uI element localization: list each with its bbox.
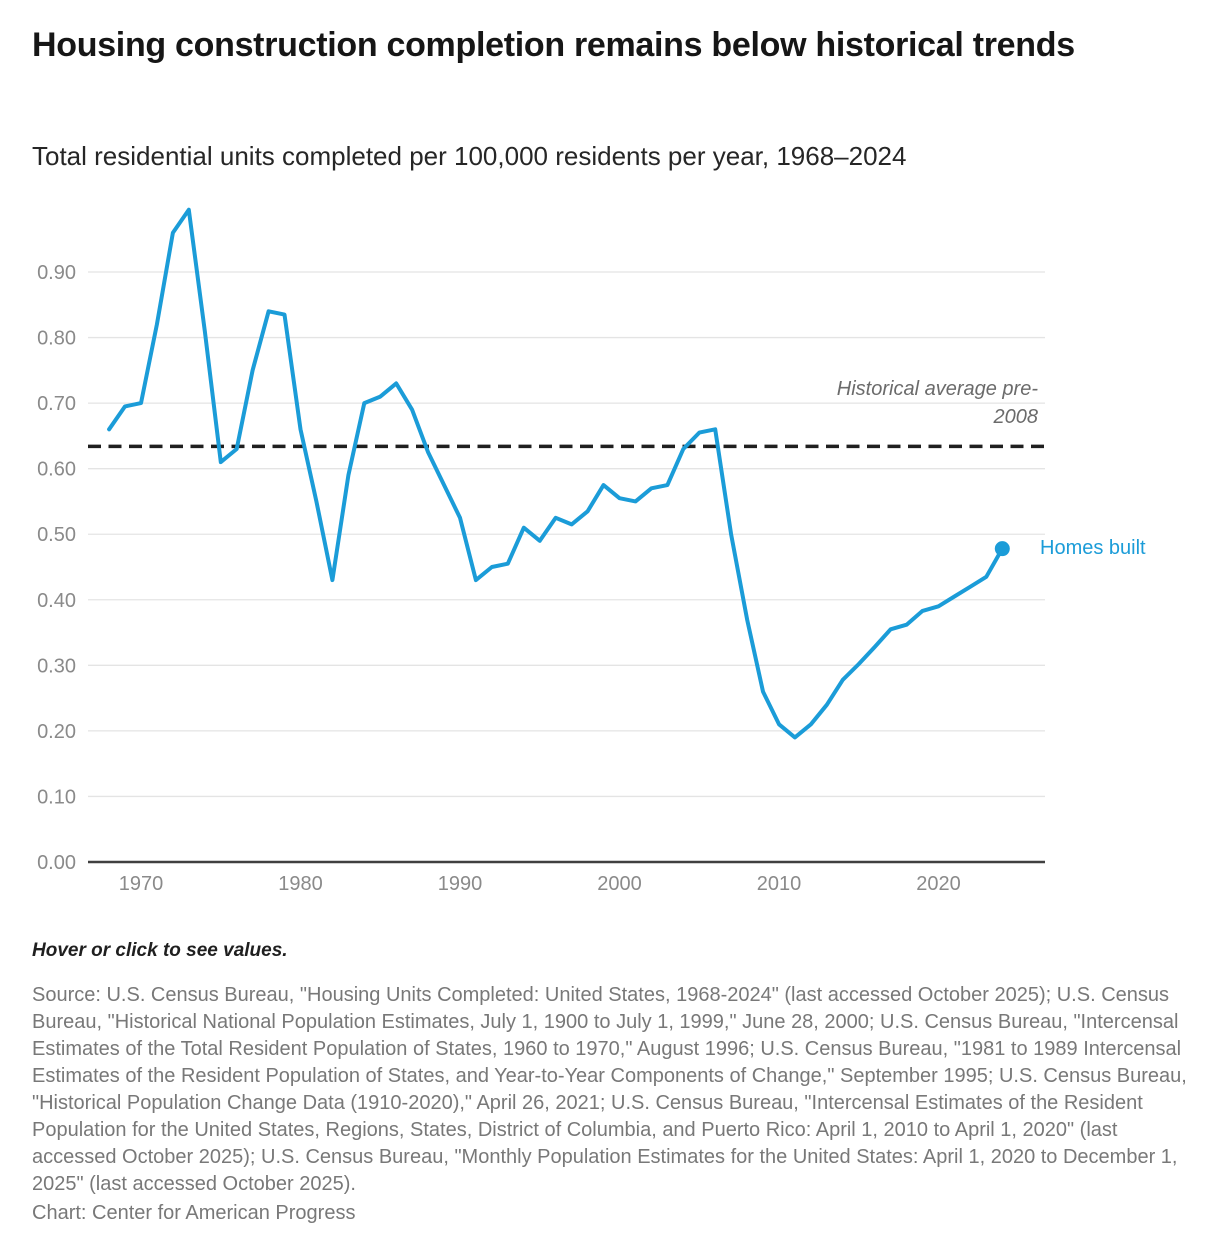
source-text: Source: U.S. Census Bureau, "Housing Uni… — [32, 984, 1187, 1195]
y-tick-label: 0.50 — [37, 524, 76, 546]
y-tick-label: 0.00 — [37, 852, 76, 874]
hover-note: Hover or click to see values. — [32, 940, 288, 961]
x-tick-label: 2000 — [597, 873, 642, 895]
x-tick-label: 2020 — [916, 873, 961, 895]
y-tick-label: 0.20 — [37, 721, 76, 743]
x-tick-label: 1980 — [278, 873, 323, 895]
historical-average-annotation-line1: Historical average pre- — [836, 378, 1038, 400]
y-tick-label: 0.40 — [37, 590, 76, 612]
y-tick-label: 0.80 — [37, 328, 76, 350]
chart-subtitle: Total residential units completed per 10… — [32, 141, 907, 171]
historical-average-annotation: Historical average pre- 2008 — [740, 375, 1038, 431]
line-end-dot[interactable] — [994, 541, 1010, 557]
y-tick-label: 0.90 — [37, 262, 76, 284]
y-tick-label: 0.70 — [37, 393, 76, 415]
chart-svg[interactable]: 0.00 0.10 0.20 0.30 0.40 0.50 0.60 0.70 0.80 0.90… — [0, 185, 1220, 900]
homes-built-line[interactable] — [107, 207, 1005, 740]
x-tick-label: 1990 — [438, 873, 483, 895]
x-tick-label: 2010 — [757, 873, 802, 895]
y-tick-label: 0.30 — [37, 655, 76, 677]
chart-title: Housing construction completion remains … — [32, 26, 1075, 64]
chart-area[interactable]: 0.00 0.10 0.20 0.30 0.40 0.50 0.60 0.70 0.80 0.90… — [0, 185, 1220, 900]
historical-average-annotation-line2: 2008 — [993, 406, 1039, 428]
homes-built-label: Homes built — [1040, 537, 1146, 559]
y-tick-label: 0.60 — [37, 459, 76, 481]
chart-credit: Chart: Center for American Progress — [32, 1202, 356, 1224]
y-tick-label: 0.10 — [37, 786, 76, 808]
x-tick-label: 1970 — [119, 873, 164, 895]
